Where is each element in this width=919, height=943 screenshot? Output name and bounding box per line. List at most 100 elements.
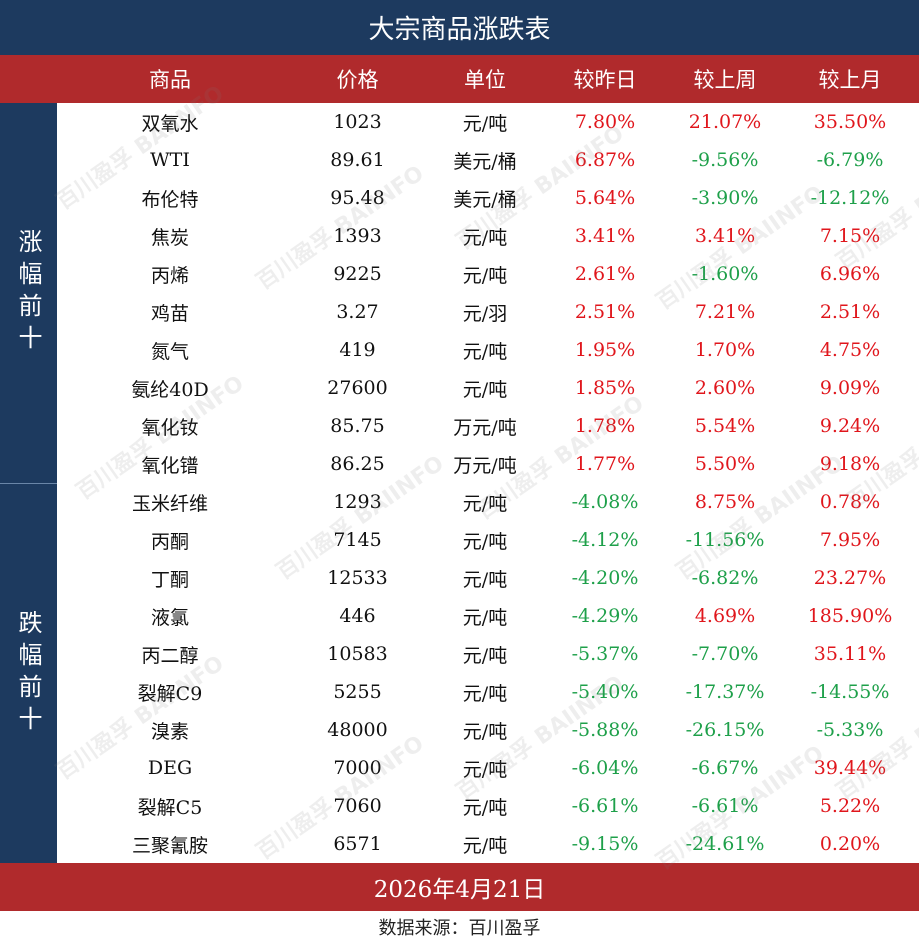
cell-price: 6571: [333, 833, 382, 855]
cell-vs-last-month: 9.24%: [819, 415, 881, 437]
cell-price: 86.25: [330, 453, 385, 475]
cell-vs-last-week: 1.70%: [694, 339, 756, 361]
cell-price: 5255: [333, 681, 382, 703]
date-bar: 2026年4月21日: [0, 863, 919, 911]
cell-vs-yesterday: -4.29%: [571, 605, 639, 627]
cell-vs-last-month: -6.79%: [816, 149, 884, 171]
cell-vs-yesterday: -5.88%: [571, 719, 639, 741]
cell-price: 7060: [333, 795, 382, 817]
cell-vs-last-month: -12.12%: [810, 187, 890, 209]
table-row: 溴素 48000 元/吨 -5.88% -26.15% -5.33%: [57, 711, 919, 749]
cell-price: 1393: [333, 225, 382, 247]
cell-unit: 元/吨: [462, 606, 508, 629]
cell-vs-last-week: -6.61%: [691, 795, 759, 817]
cell-vs-last-month: 185.90%: [807, 605, 893, 627]
cell-unit: 元/吨: [462, 264, 508, 287]
table-row: 布伦特 95.48 美元/桶 5.64% -3.90% -12.12%: [57, 179, 919, 217]
cell-commodity: 氧化镨: [141, 454, 199, 477]
cell-vs-last-week: 2.60%: [694, 377, 756, 399]
cell-unit: 元/吨: [462, 796, 508, 819]
table-row: 双氧水 1023 元/吨 7.80% 21.07% 35.50%: [57, 103, 919, 141]
table-row: 三聚氰胺 6571 元/吨 -9.15% -24.61% 0.20%: [57, 825, 919, 863]
cell-vs-last-week: -26.15%: [685, 719, 765, 741]
cell-vs-last-month: 39.44%: [813, 757, 887, 779]
header-vs-last-week: 较上周: [693, 68, 757, 92]
cell-commodity: 三聚氰胺: [131, 834, 208, 857]
cell-vs-last-week: -6.67%: [691, 757, 759, 779]
cell-unit: 美元/桶: [453, 150, 517, 173]
cell-unit: 万元/吨: [453, 454, 517, 477]
cell-vs-last-month: 2.51%: [819, 301, 881, 323]
cell-vs-yesterday: -9.15%: [571, 833, 639, 855]
cell-unit: 元/吨: [462, 568, 508, 591]
cell-vs-yesterday: 3.41%: [574, 225, 636, 247]
cell-vs-yesterday: 1.77%: [574, 453, 636, 475]
data-source: 数据来源：百川盈孚: [378, 918, 541, 939]
cell-vs-last-week: -1.60%: [691, 263, 759, 285]
cell-vs-yesterday: 2.51%: [574, 301, 636, 323]
header-price: 价格: [336, 68, 379, 92]
group-label-top-gainers: 涨幅前十: [0, 103, 57, 483]
cell-commodity: 双氧水: [141, 112, 199, 135]
cell-commodity: 裂解C5: [137, 796, 203, 819]
cell-vs-last-week: 21.07%: [688, 111, 762, 133]
cell-commodity: DEG: [147, 757, 193, 779]
cell-vs-yesterday: 1.95%: [574, 339, 636, 361]
cell-vs-last-week: 5.54%: [694, 415, 756, 437]
table-row: 丁酮 12533 元/吨 -4.20% -6.82% 23.27%: [57, 559, 919, 597]
table-row: 氧化钕 85.75 万元/吨 1.78% 5.54% 9.24%: [57, 407, 919, 445]
cell-vs-last-week: -9.56%: [691, 149, 759, 171]
cell-price: 85.75: [330, 415, 385, 437]
group-label-top-losers: 跌幅前十: [0, 483, 57, 863]
cell-vs-last-month: 0.20%: [819, 833, 881, 855]
cell-price: 446: [339, 605, 376, 627]
table-row: 氧化镨 86.25 万元/吨 1.77% 5.50% 9.18%: [57, 445, 919, 483]
table-row: 玉米纤维 1293 元/吨 -4.08% 8.75% 0.78%: [57, 483, 919, 521]
cell-price: 10583: [327, 643, 388, 665]
cell-price: 3.27: [336, 301, 379, 323]
cell-vs-last-week: -6.82%: [691, 567, 759, 589]
cell-commodity: 氮气: [150, 340, 189, 363]
cell-unit: 元/吨: [462, 112, 508, 135]
cell-price: 1293: [333, 491, 382, 513]
table-row: 裂解C9 5255 元/吨 -5.40% -17.37% -14.55%: [57, 673, 919, 711]
group-label-top-losers-text: 跌幅前十: [14, 609, 42, 738]
cell-vs-yesterday: -6.61%: [571, 795, 639, 817]
cell-price: 89.61: [330, 149, 385, 171]
table-row: 氨纶40D 27600 元/吨 1.85% 2.60% 9.09%: [57, 369, 919, 407]
cell-price: 7000: [333, 757, 382, 779]
cell-commodity: 液氯: [150, 606, 189, 629]
cell-price: 27600: [327, 377, 388, 399]
cell-vs-last-week: -7.70%: [691, 643, 759, 665]
cell-commodity: 氨纶40D: [131, 378, 209, 401]
cell-price: 419: [339, 339, 376, 361]
cell-vs-yesterday: 1.78%: [574, 415, 636, 437]
cell-vs-last-month: 23.27%: [813, 567, 887, 589]
table-row: 氮气 419 元/吨 1.95% 1.70% 4.75%: [57, 331, 919, 369]
cell-unit: 元/吨: [462, 644, 508, 667]
table-row: DEG 7000 元/吨 -6.04% -6.67% 39.44%: [57, 749, 919, 787]
cell-unit: 元/羽: [462, 302, 508, 325]
table-row: 丙酮 7145 元/吨 -4.12% -11.56% 7.95%: [57, 521, 919, 559]
cell-vs-last-month: 6.96%: [819, 263, 881, 285]
header-vs-last-month: 较上月: [818, 68, 882, 92]
cell-commodity: 焦炭: [150, 226, 189, 249]
cell-vs-last-week: -17.37%: [685, 681, 765, 703]
cell-price: 48000: [327, 719, 388, 741]
cell-vs-last-week: -24.61%: [685, 833, 765, 855]
cell-vs-last-month: 35.50%: [813, 111, 887, 133]
cell-price: 95.48: [330, 187, 385, 209]
cell-vs-yesterday: -4.12%: [571, 529, 639, 551]
cell-unit: 元/吨: [462, 682, 508, 705]
cell-commodity: 丁酮: [150, 568, 189, 591]
cell-commodity: 氧化钕: [141, 416, 199, 439]
cell-unit: 美元/桶: [453, 188, 517, 211]
cell-price: 1023: [333, 111, 382, 133]
cell-vs-last-month: 7.95%: [819, 529, 881, 551]
table-row: 丙二醇 10583 元/吨 -5.37% -7.70% 35.11%: [57, 635, 919, 673]
cell-commodity: 丙酮: [150, 530, 189, 553]
table-row: 鸡苗 3.27 元/羽 2.51% 7.21% 2.51%: [57, 293, 919, 331]
cell-vs-last-week: 4.69%: [694, 605, 756, 627]
cell-unit: 万元/吨: [453, 416, 517, 439]
group-label-top-gainers-text: 涨幅前十: [14, 229, 42, 357]
